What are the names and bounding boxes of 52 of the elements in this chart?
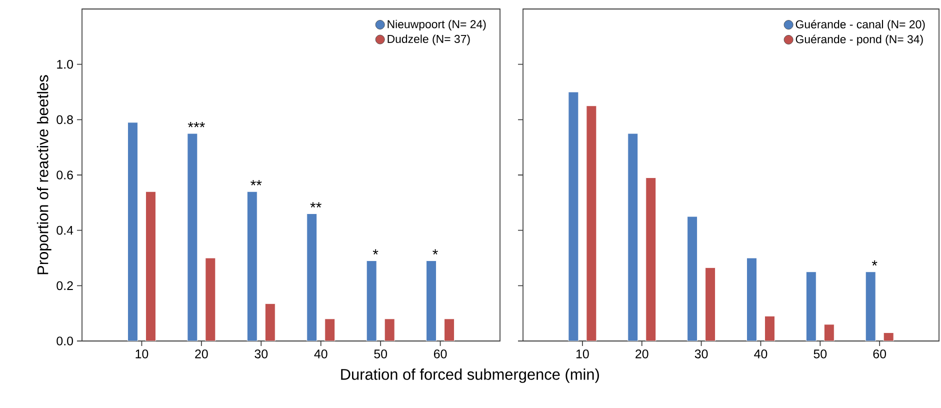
bar <box>444 318 455 341</box>
bar <box>746 258 757 341</box>
bar <box>646 178 656 341</box>
bar <box>366 260 377 341</box>
x-tick-label: 30 <box>694 350 708 358</box>
bar <box>865 272 876 341</box>
legend-label: Nieuwpoort (N= 24) <box>388 20 486 30</box>
legend-label: Guérande - canal (N= 20) <box>796 20 925 31</box>
bar <box>764 316 775 341</box>
y-tick-label: 0.4 <box>56 226 74 235</box>
y-tick-label: 0.0 <box>56 336 73 346</box>
bar <box>687 216 698 341</box>
bar <box>426 260 437 341</box>
x-tick-label: 10 <box>136 350 148 358</box>
x-tick-label: 60 <box>434 350 447 358</box>
x-tick-label: 40 <box>314 350 328 358</box>
x-axis-title: Duration of forced submergence (min) <box>341 368 599 383</box>
annotation: ** <box>310 202 322 208</box>
x-tick-label: 20 <box>636 350 648 358</box>
bar <box>824 324 834 341</box>
bar <box>306 213 318 341</box>
bar <box>586 106 597 341</box>
y-axis-title: Proportion of reactive beetles <box>36 75 52 274</box>
annotation: *** <box>188 122 205 128</box>
bar <box>324 318 336 341</box>
bar <box>705 267 716 341</box>
x-tick-label: 50 <box>814 350 827 358</box>
y-tick-label: 0.8 <box>56 115 73 124</box>
bar <box>246 191 258 341</box>
y-tick-label: 0.6 <box>56 170 73 180</box>
y-tick-label: 1.0 <box>57 60 73 69</box>
bar <box>127 122 138 341</box>
bar <box>628 133 638 341</box>
x-tick-label: 40 <box>754 350 768 358</box>
bar <box>145 191 156 341</box>
bar <box>568 92 579 341</box>
annotation: ** <box>250 180 262 186</box>
annotation: * <box>872 260 878 266</box>
annotation: * <box>372 249 378 255</box>
legend-label: Guérande - pond (N= 34) <box>796 34 923 46</box>
bar <box>384 318 395 341</box>
bar <box>264 303 276 341</box>
legend-label: Dudzele (N= 37) <box>388 34 470 46</box>
x-tick-label: 20 <box>195 350 208 358</box>
y-tick-label: 0.2 <box>56 281 73 290</box>
x-tick-label: 60 <box>873 350 886 358</box>
bar <box>187 133 198 341</box>
annotation: * <box>432 249 438 255</box>
x-tick-label: 30 <box>254 350 268 358</box>
x-tick-label: 10 <box>576 350 589 358</box>
x-tick-label: 50 <box>374 350 388 358</box>
bar <box>806 272 816 341</box>
